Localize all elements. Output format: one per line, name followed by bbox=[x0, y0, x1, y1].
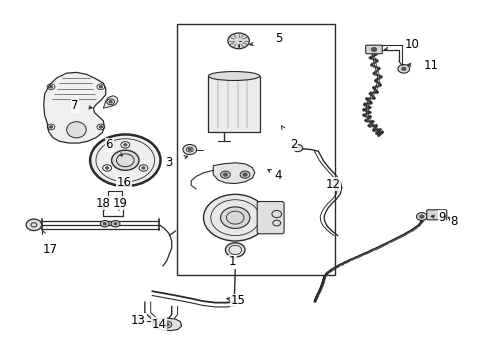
Circle shape bbox=[293, 144, 303, 152]
Text: 14: 14 bbox=[151, 318, 167, 331]
Circle shape bbox=[49, 126, 52, 128]
Circle shape bbox=[121, 141, 130, 148]
Text: 12: 12 bbox=[325, 178, 341, 191]
Circle shape bbox=[223, 173, 227, 176]
Circle shape bbox=[203, 194, 267, 241]
Circle shape bbox=[162, 321, 172, 328]
Text: 10: 10 bbox=[405, 38, 420, 51]
Bar bbox=[208, 76, 260, 132]
Text: 15: 15 bbox=[231, 294, 245, 307]
Circle shape bbox=[124, 144, 127, 146]
Text: 7: 7 bbox=[71, 99, 79, 112]
Circle shape bbox=[142, 167, 145, 169]
Text: 3: 3 bbox=[166, 156, 173, 169]
Circle shape bbox=[139, 165, 148, 171]
Text: 4: 4 bbox=[274, 169, 282, 182]
Circle shape bbox=[225, 243, 245, 257]
Circle shape bbox=[420, 215, 424, 218]
Text: 18: 18 bbox=[96, 197, 111, 210]
Circle shape bbox=[99, 86, 102, 88]
Ellipse shape bbox=[67, 122, 86, 138]
Text: 16: 16 bbox=[117, 176, 132, 189]
Circle shape bbox=[26, 219, 42, 230]
Circle shape bbox=[111, 221, 120, 227]
Circle shape bbox=[49, 86, 52, 88]
Circle shape bbox=[100, 221, 109, 227]
Circle shape bbox=[371, 48, 376, 51]
Text: 13: 13 bbox=[131, 314, 146, 327]
Circle shape bbox=[99, 126, 102, 128]
Circle shape bbox=[398, 64, 410, 73]
FancyBboxPatch shape bbox=[257, 202, 284, 234]
Polygon shape bbox=[103, 96, 118, 108]
Ellipse shape bbox=[208, 72, 260, 81]
Circle shape bbox=[114, 223, 117, 225]
Polygon shape bbox=[44, 72, 106, 143]
Text: 2: 2 bbox=[290, 138, 297, 150]
Text: 9: 9 bbox=[438, 211, 446, 224]
Circle shape bbox=[103, 165, 112, 171]
Circle shape bbox=[220, 171, 230, 178]
Text: 11: 11 bbox=[423, 59, 438, 72]
Circle shape bbox=[155, 323, 158, 325]
Text: 1: 1 bbox=[229, 255, 237, 268]
Circle shape bbox=[228, 33, 249, 49]
FancyBboxPatch shape bbox=[366, 45, 382, 54]
Circle shape bbox=[243, 173, 247, 176]
Polygon shape bbox=[213, 163, 255, 184]
Bar bbox=[176, 24, 335, 275]
Circle shape bbox=[188, 148, 191, 150]
Circle shape bbox=[165, 323, 169, 326]
Text: 17: 17 bbox=[43, 243, 58, 256]
Text: 6: 6 bbox=[105, 138, 113, 151]
Circle shape bbox=[240, 171, 250, 178]
Text: 19: 19 bbox=[113, 197, 128, 210]
Circle shape bbox=[183, 144, 196, 154]
Circle shape bbox=[402, 67, 406, 70]
Polygon shape bbox=[152, 318, 181, 330]
Circle shape bbox=[416, 213, 427, 221]
Circle shape bbox=[220, 207, 250, 228]
Text: 5: 5 bbox=[275, 32, 283, 45]
Circle shape bbox=[106, 167, 109, 169]
Text: 8: 8 bbox=[450, 215, 458, 229]
Circle shape bbox=[112, 150, 139, 170]
Circle shape bbox=[109, 101, 112, 103]
FancyBboxPatch shape bbox=[427, 210, 447, 220]
Circle shape bbox=[90, 134, 160, 186]
Circle shape bbox=[103, 223, 106, 225]
